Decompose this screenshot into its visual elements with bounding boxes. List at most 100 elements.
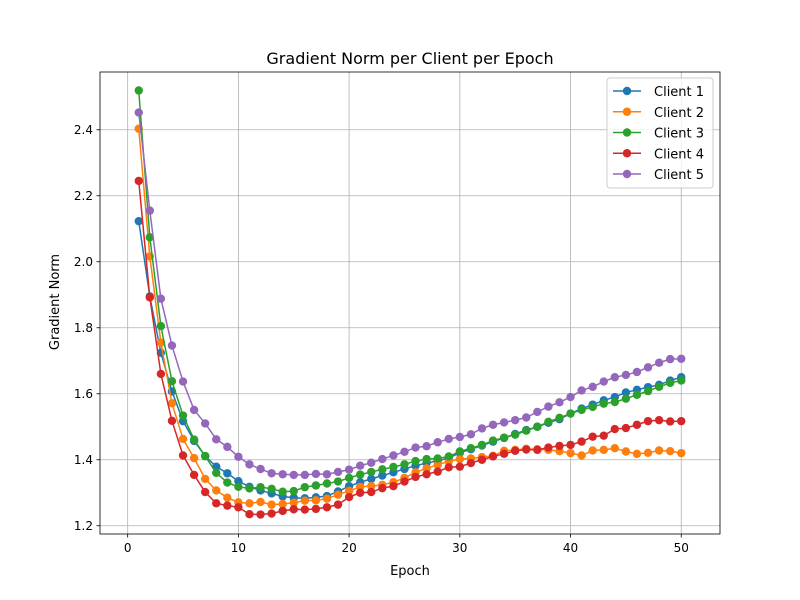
data-point bbox=[200, 451, 210, 461]
y-tick-label: 1.6 bbox=[74, 387, 93, 401]
data-point bbox=[311, 469, 321, 479]
data-point bbox=[677, 354, 686, 363]
data-point bbox=[167, 377, 177, 386]
data-point bbox=[378, 465, 387, 474]
x-tick-label: 50 bbox=[674, 541, 689, 555]
data-point bbox=[223, 469, 232, 478]
data-point bbox=[488, 452, 498, 461]
y-tick-label: 2.0 bbox=[74, 255, 93, 269]
legend-item-1: Client 1 bbox=[613, 85, 704, 100]
data-point bbox=[654, 358, 664, 367]
data-point bbox=[333, 490, 343, 499]
data-point bbox=[189, 453, 199, 463]
data-point bbox=[212, 435, 221, 444]
data-point bbox=[156, 338, 166, 347]
data-point bbox=[455, 462, 465, 471]
data-point bbox=[588, 432, 597, 441]
data-point bbox=[433, 460, 442, 469]
data-point bbox=[400, 477, 409, 486]
data-point bbox=[411, 456, 420, 466]
legend-marker bbox=[622, 128, 632, 137]
y-tick-label: 2.2 bbox=[74, 189, 93, 203]
data-point bbox=[289, 498, 298, 507]
data-point bbox=[344, 473, 354, 483]
data-point bbox=[566, 440, 575, 450]
legend-marker bbox=[622, 169, 632, 179]
data-point bbox=[333, 467, 343, 477]
data-point bbox=[167, 341, 177, 350]
data-point bbox=[643, 448, 653, 458]
data-point bbox=[411, 443, 420, 452]
data-point bbox=[643, 416, 653, 426]
data-point bbox=[333, 477, 343, 486]
data-point bbox=[322, 503, 332, 512]
data-point bbox=[632, 420, 642, 429]
data-point bbox=[145, 206, 155, 215]
data-point bbox=[522, 413, 531, 422]
data-point bbox=[643, 363, 653, 372]
data-point bbox=[355, 488, 365, 497]
data-point bbox=[566, 409, 575, 418]
data-point bbox=[234, 482, 243, 492]
data-point bbox=[267, 500, 276, 509]
data-point bbox=[167, 416, 177, 426]
data-point bbox=[200, 487, 210, 497]
data-point bbox=[400, 460, 409, 469]
chart-title: Gradient Norm per Client per Epoch bbox=[266, 49, 553, 68]
data-point bbox=[212, 499, 221, 508]
data-point bbox=[477, 440, 487, 450]
data-point bbox=[577, 386, 586, 395]
data-point bbox=[654, 446, 664, 455]
data-point bbox=[311, 504, 321, 514]
data-point bbox=[212, 486, 221, 495]
legend-item-5: Client 5 bbox=[613, 168, 704, 183]
data-point bbox=[477, 424, 487, 433]
data-point bbox=[200, 474, 210, 484]
data-point bbox=[677, 416, 686, 426]
y-tick-label: 1.2 bbox=[74, 519, 93, 533]
data-point bbox=[599, 377, 608, 386]
data-point bbox=[433, 467, 442, 476]
data-point bbox=[367, 467, 376, 477]
data-point bbox=[367, 458, 376, 467]
data-point bbox=[665, 417, 675, 426]
data-point bbox=[311, 481, 321, 490]
data-point bbox=[178, 377, 188, 386]
data-point bbox=[433, 438, 442, 447]
data-point bbox=[256, 497, 265, 507]
data-point bbox=[245, 460, 254, 469]
data-point bbox=[178, 434, 188, 444]
data-point bbox=[344, 465, 354, 474]
data-point bbox=[544, 443, 553, 452]
x-axis-label: Epoch bbox=[390, 564, 430, 579]
data-point bbox=[610, 424, 620, 434]
data-point bbox=[245, 484, 254, 493]
data-point bbox=[178, 411, 188, 420]
plot-area: 0 10 20 30 40 50 1.2 1.4 1.6 1.8 2.0 2.2 2.4 Client 1… bbox=[74, 71, 721, 555]
data-point bbox=[422, 470, 431, 479]
data-point bbox=[677, 448, 686, 458]
data-point bbox=[322, 479, 332, 488]
data-point bbox=[577, 437, 586, 446]
data-point bbox=[665, 446, 675, 456]
data-point bbox=[267, 469, 276, 478]
data-point bbox=[156, 369, 166, 379]
data-point bbox=[422, 464, 431, 473]
data-point bbox=[134, 216, 143, 226]
data-point bbox=[621, 447, 631, 456]
data-point bbox=[477, 455, 487, 464]
data-point bbox=[533, 445, 542, 455]
data-point bbox=[455, 454, 465, 464]
data-point bbox=[355, 461, 365, 470]
data-point bbox=[289, 486, 298, 496]
data-point bbox=[411, 472, 420, 482]
legend-label: Client 1 bbox=[654, 85, 704, 100]
data-point bbox=[134, 108, 143, 117]
data-point bbox=[256, 510, 265, 519]
data-point bbox=[599, 445, 608, 455]
data-point bbox=[455, 432, 465, 442]
legend-marker bbox=[622, 149, 632, 158]
data-point bbox=[223, 442, 232, 452]
data-point bbox=[234, 503, 243, 512]
data-point bbox=[378, 483, 387, 493]
